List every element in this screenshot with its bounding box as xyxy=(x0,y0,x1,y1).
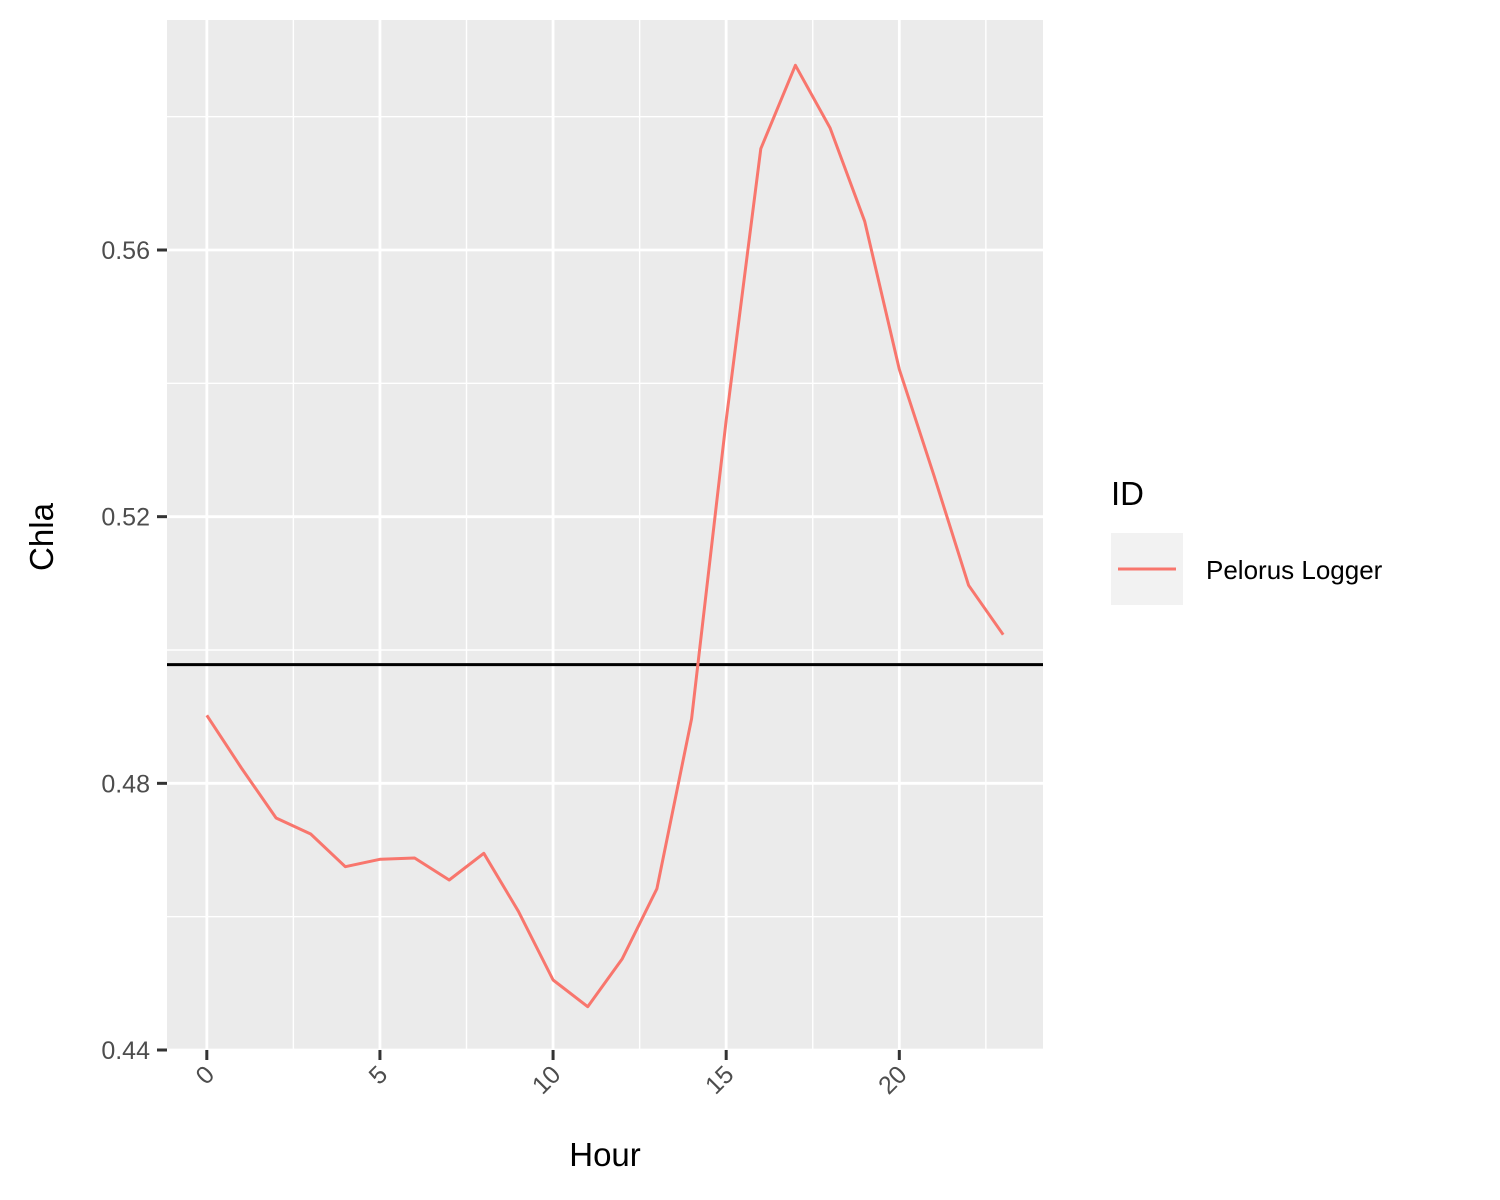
x-tick-label: 10 xyxy=(527,1060,566,1099)
legend-title: ID xyxy=(1111,475,1144,512)
plot-panel xyxy=(167,20,1043,1050)
y-axis-title: Chla xyxy=(23,502,60,571)
x-axis: 0 5 10 15 20 xyxy=(190,1050,913,1100)
x-tick-label: 5 xyxy=(364,1060,394,1090)
x-tick-label: 20 xyxy=(873,1060,912,1099)
x-tick-label: 15 xyxy=(700,1060,739,1099)
x-tick-label: 0 xyxy=(190,1060,220,1090)
minor-gridlines xyxy=(167,20,1043,1050)
legend-label: Pelorus Logger xyxy=(1206,555,1383,585)
series-line-pelorus-logger xyxy=(205,63,1005,1009)
y-tick-label: 0.52 xyxy=(101,504,150,532)
y-axis: 0.44 0.48 0.52 0.56 xyxy=(101,237,167,1065)
y-tick-label: 0.44 xyxy=(101,1037,150,1065)
major-gridlines xyxy=(167,20,1043,1052)
x-axis-title: Hour xyxy=(569,1136,641,1173)
y-tick-label: 0.56 xyxy=(101,237,150,265)
legend: ID Pelorus Logger xyxy=(1111,475,1383,605)
y-tick-label: 0.48 xyxy=(101,770,150,798)
